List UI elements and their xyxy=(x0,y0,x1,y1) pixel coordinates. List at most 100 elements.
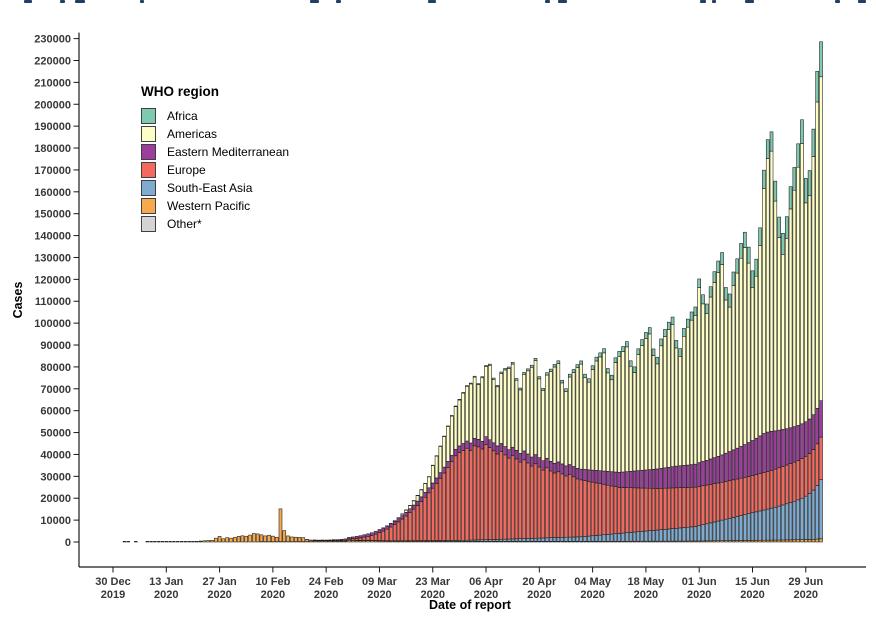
x-tick-label: 10 Feb xyxy=(255,576,290,588)
bar-segment xyxy=(442,436,446,468)
y-tick-label: 140000 xyxy=(34,231,71,243)
bar-segment xyxy=(686,526,690,542)
bar-segment xyxy=(590,535,595,542)
bar-segment xyxy=(396,518,401,523)
bar-segment xyxy=(720,454,724,483)
bar xyxy=(274,536,279,543)
bar-segment xyxy=(815,101,819,409)
bar-segment xyxy=(655,468,660,489)
bar-segment xyxy=(537,457,542,468)
bar xyxy=(411,500,416,543)
bar-segment xyxy=(758,245,762,437)
bar-segment xyxy=(743,444,747,478)
bar-segment xyxy=(807,170,812,197)
legend-label: Western Pacific xyxy=(167,199,251,213)
bar-segment xyxy=(438,446,443,473)
bar-segment xyxy=(613,362,618,473)
bar-segment xyxy=(575,364,580,368)
bar-segment xyxy=(758,510,762,541)
bar-segment xyxy=(396,521,401,542)
bar-segment xyxy=(529,367,534,458)
bar-segment xyxy=(195,541,199,542)
bar xyxy=(335,539,340,543)
bar-segment xyxy=(571,369,576,373)
bar xyxy=(362,534,367,543)
bar xyxy=(720,252,724,543)
bar-segment xyxy=(560,463,564,475)
bar xyxy=(758,227,762,543)
bar xyxy=(263,535,268,543)
bar-segment xyxy=(716,520,721,542)
bar-segment xyxy=(686,326,690,466)
bar xyxy=(392,520,397,543)
bar-segment xyxy=(526,538,530,542)
y-tick-label: 220000 xyxy=(34,55,71,67)
bar-segment xyxy=(472,438,477,447)
bar-segment xyxy=(720,481,724,521)
bar xyxy=(236,536,241,543)
bar xyxy=(453,405,458,543)
bar xyxy=(259,534,264,543)
bar-segment xyxy=(792,539,797,543)
bar xyxy=(769,131,774,543)
x-tick-label: 15 Jun xyxy=(735,576,770,588)
bar-segment xyxy=(453,405,458,407)
bar-segment xyxy=(446,467,450,541)
bar xyxy=(172,541,176,543)
bar-segment xyxy=(347,537,351,540)
bar-segment xyxy=(423,483,427,493)
bar-segment xyxy=(427,492,431,541)
bar-segment xyxy=(674,347,679,467)
bar-segment xyxy=(739,515,743,541)
bar-segment xyxy=(457,399,462,447)
bar xyxy=(282,530,287,543)
bar-segment xyxy=(472,376,477,439)
bar-segment xyxy=(705,313,709,461)
bar-segment xyxy=(210,540,214,543)
bar-segment xyxy=(564,388,568,392)
bar-segment xyxy=(769,470,774,509)
bar xyxy=(160,541,165,543)
legend-item-americas: Americas xyxy=(141,125,289,143)
bar-segment xyxy=(758,473,762,512)
bar-segment xyxy=(602,348,606,354)
bar-segment xyxy=(537,466,542,539)
bar xyxy=(202,540,207,543)
bar-segment xyxy=(659,338,663,347)
bar-segment xyxy=(157,541,161,542)
bar-segment xyxy=(537,378,542,458)
bar xyxy=(309,539,313,543)
bar-segment xyxy=(404,509,408,513)
bar-segment xyxy=(701,485,705,525)
bar-segment xyxy=(461,443,465,451)
bar-segment xyxy=(773,430,778,470)
bar-segment xyxy=(556,537,561,542)
bar-segment xyxy=(765,471,770,510)
x-tick-label: 2019 xyxy=(101,589,125,601)
bar-segment xyxy=(746,513,751,541)
bar-segment xyxy=(784,216,789,239)
bar-segment xyxy=(267,534,271,542)
bar xyxy=(537,376,542,543)
bar xyxy=(370,532,374,543)
bar xyxy=(529,364,534,543)
bar xyxy=(183,541,188,543)
bar-segment xyxy=(545,374,549,459)
bar-segment xyxy=(499,451,504,540)
bar-segment xyxy=(777,505,781,541)
bar-segment xyxy=(362,534,367,538)
bar xyxy=(191,541,195,543)
bar-segment xyxy=(666,528,671,542)
bar xyxy=(156,541,161,543)
legend-swatch xyxy=(141,126,156,142)
bar xyxy=(647,327,652,543)
bar-segment xyxy=(819,76,823,401)
bar-segment xyxy=(583,377,587,470)
bar-segment xyxy=(149,541,153,542)
bar-segment xyxy=(579,468,583,481)
bar-segment xyxy=(571,536,576,542)
bar-segment xyxy=(781,233,785,255)
bar-segment xyxy=(640,339,644,346)
bar-segment xyxy=(762,169,766,189)
